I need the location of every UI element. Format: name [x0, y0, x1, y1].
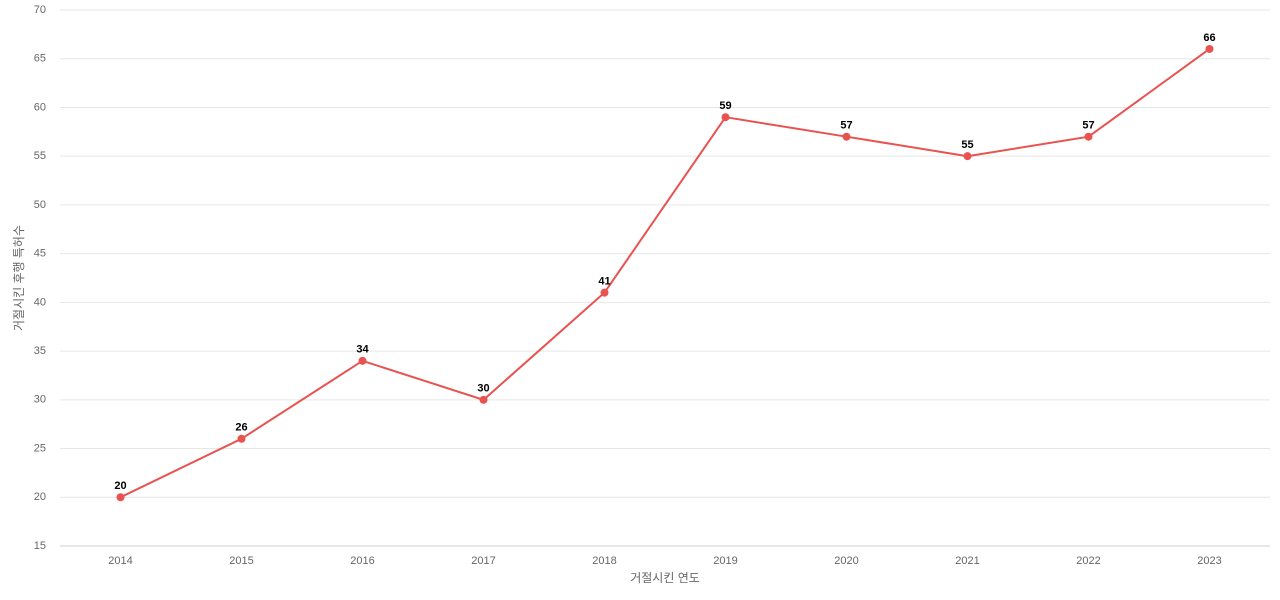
- y-tick-label: 40: [34, 296, 46, 308]
- point: [237, 434, 246, 443]
- point: [963, 152, 972, 161]
- y-tick-label: 55: [34, 150, 46, 162]
- value-label: 66: [1203, 32, 1215, 44]
- x-tick-label: 2022: [1076, 555, 1100, 567]
- point: [600, 288, 609, 297]
- x-axis-title: 거절시킨 연도: [630, 571, 700, 585]
- y-tick-label: 20: [34, 491, 46, 503]
- y-tick-label: 35: [34, 345, 46, 357]
- x-tick-label: 2015: [229, 555, 253, 567]
- x-tick-label: 2020: [834, 555, 858, 567]
- x-tick-label: 2016: [350, 555, 374, 567]
- value-label: 41: [598, 276, 610, 288]
- point: [1084, 132, 1093, 141]
- value-label: 57: [1082, 120, 1094, 132]
- y-tick-label: 70: [34, 4, 46, 16]
- y-tick-label: 50: [34, 199, 46, 211]
- y-tick-label: 45: [34, 248, 46, 260]
- value-label: 59: [719, 100, 731, 112]
- point: [842, 132, 851, 141]
- y-tick-label: 15: [34, 540, 46, 552]
- value-label: 34: [356, 344, 369, 356]
- y-axis-title: 거절시킨 후행 특허수: [11, 225, 26, 331]
- x-tick-label: 2021: [955, 555, 979, 567]
- point: [479, 395, 488, 404]
- value-label: 57: [840, 120, 852, 132]
- x-tick-label: 2023: [1197, 555, 1221, 567]
- y-tick-label: 60: [34, 101, 46, 113]
- line: [120, 48, 1211, 499]
- y-tick-label: 30: [34, 394, 46, 406]
- x-tick-label: 2017: [471, 555, 495, 567]
- point: [116, 493, 125, 502]
- x-tick-label: 2014: [108, 555, 132, 567]
- y-tick-label: 25: [34, 442, 46, 454]
- point: [358, 356, 367, 365]
- point: [1205, 44, 1214, 53]
- x-tick-label: 2019: [713, 555, 737, 567]
- y-tick-label: 65: [34, 53, 46, 65]
- x-tick-label: 2018: [592, 555, 616, 567]
- value-label: 26: [235, 422, 247, 434]
- value-label: 30: [477, 383, 489, 395]
- value-label: 55: [961, 139, 973, 151]
- point: [721, 113, 730, 122]
- value-label: 20: [114, 480, 126, 492]
